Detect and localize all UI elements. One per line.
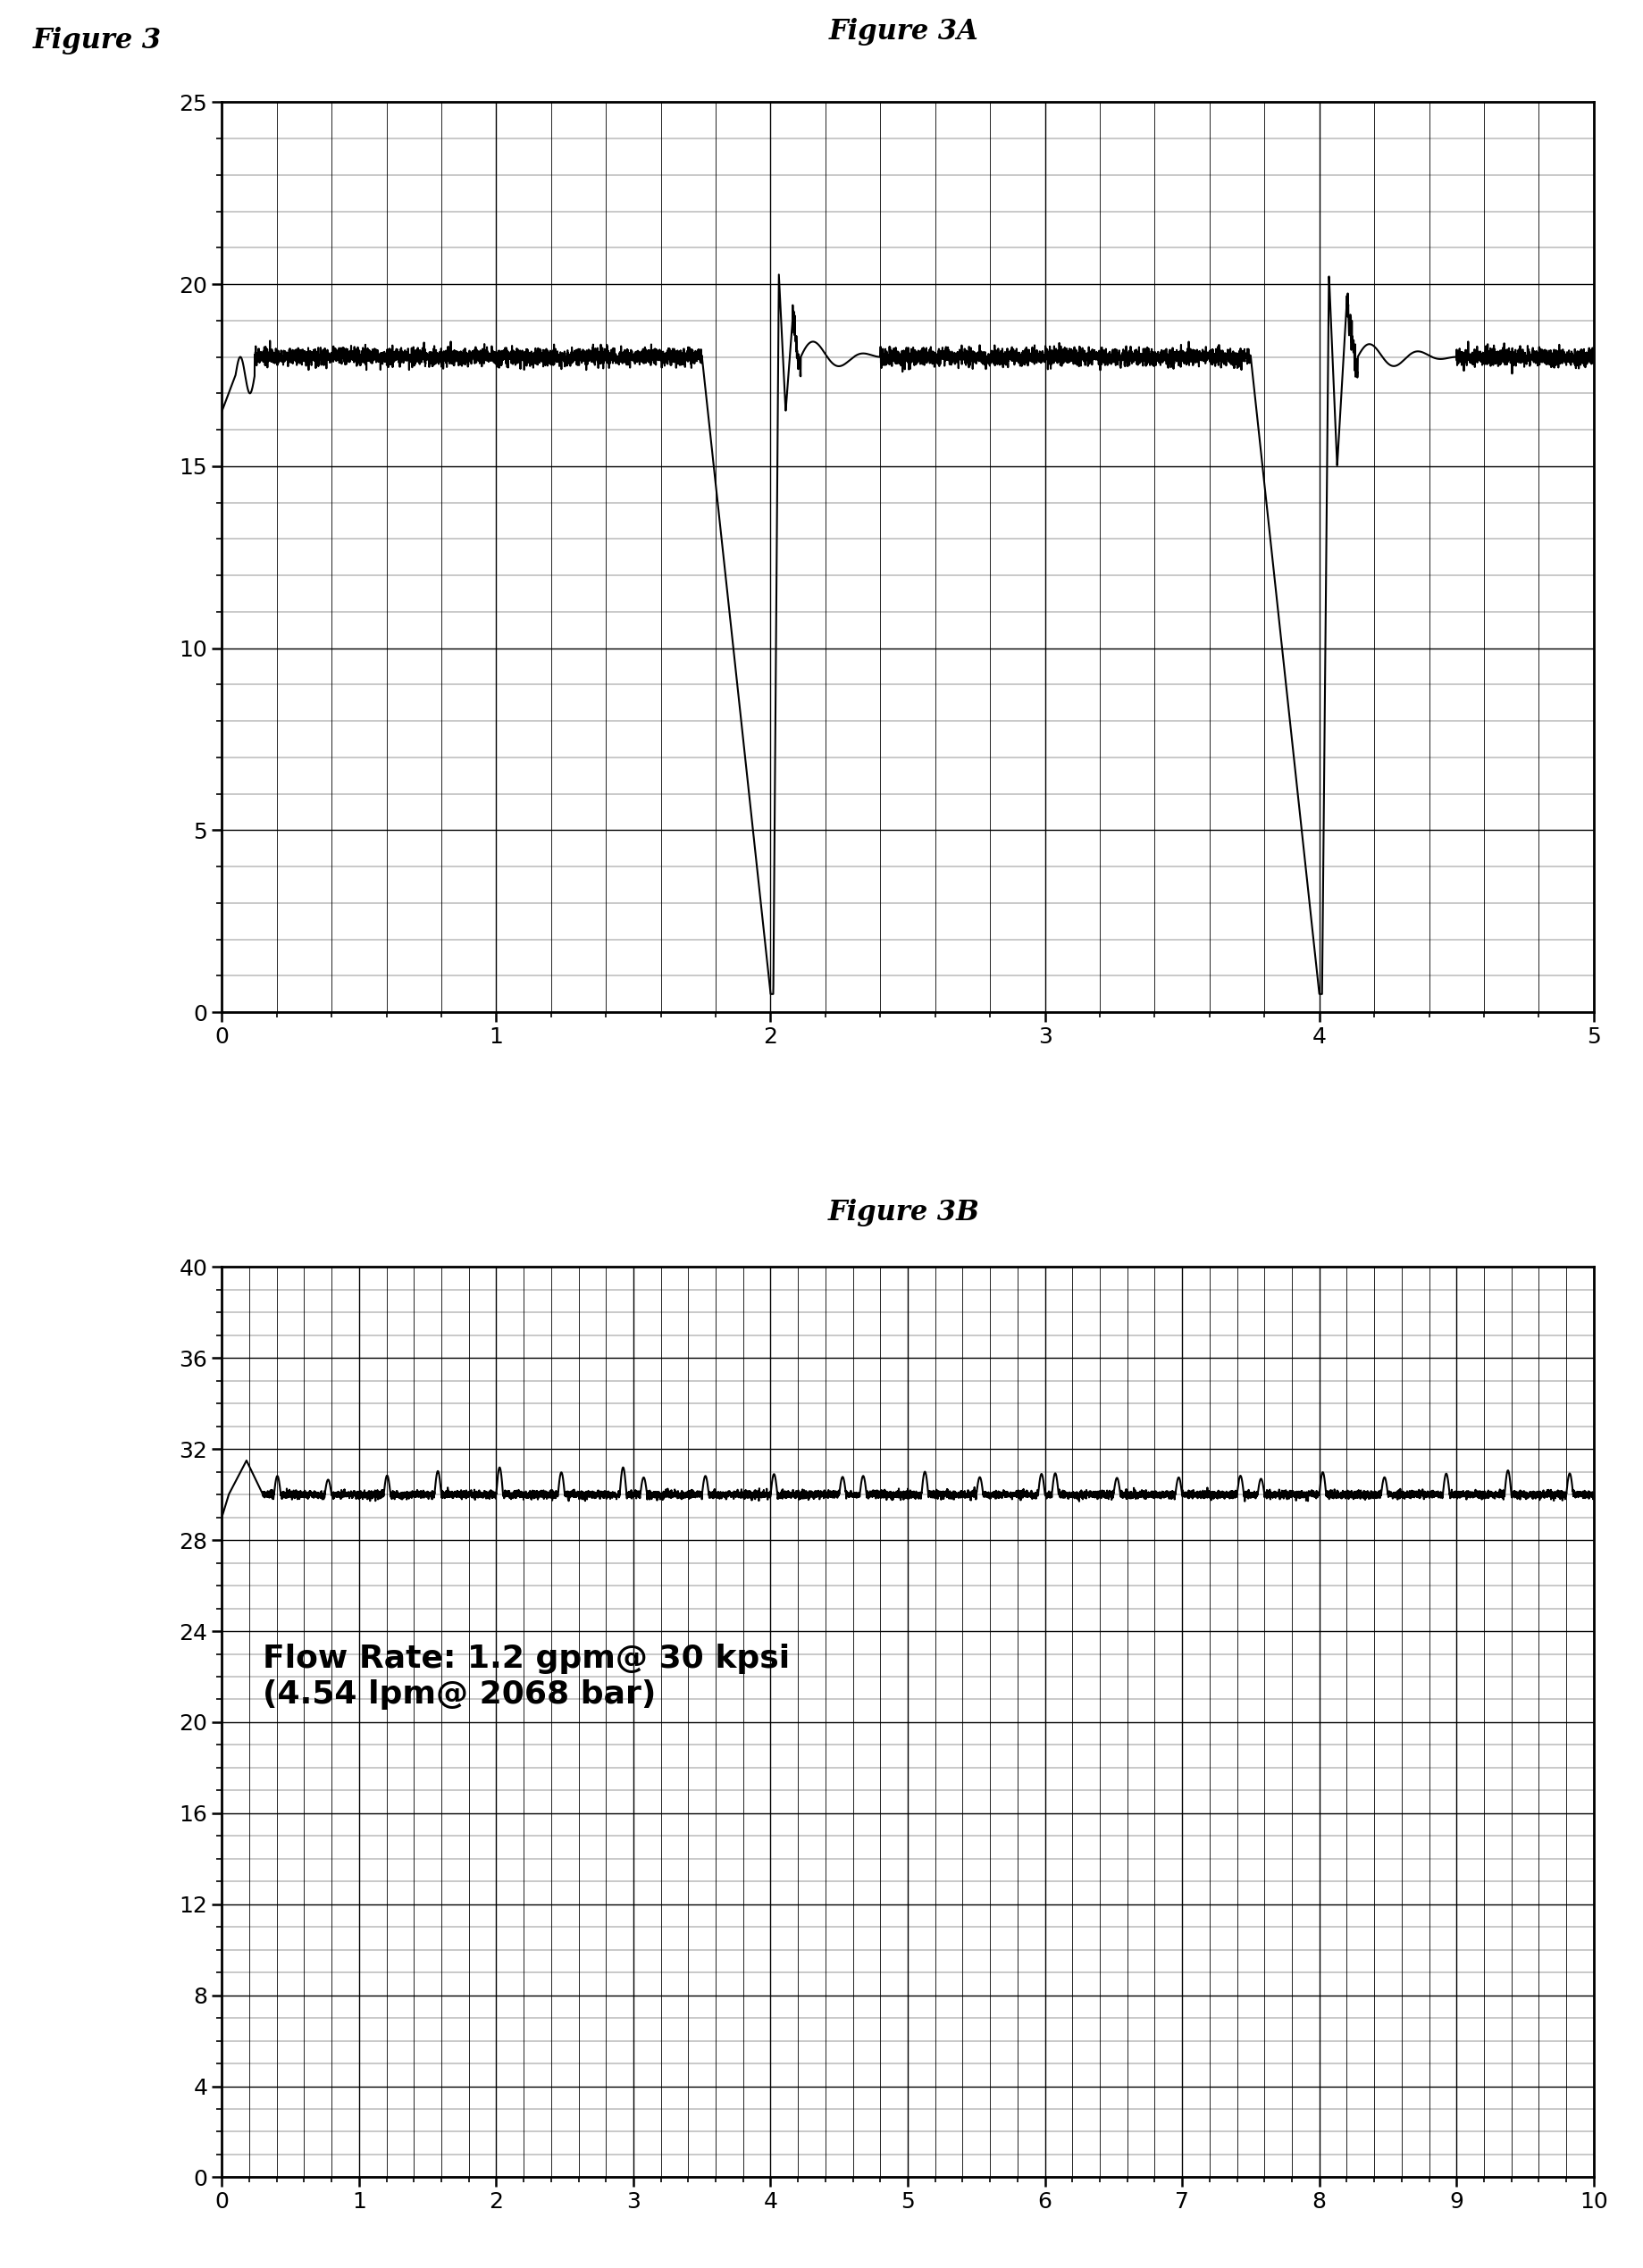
- Text: Figure 3: Figure 3: [33, 27, 161, 54]
- Text: Figure 3A: Figure 3A: [828, 18, 979, 45]
- Text: Flow Rate: 1.2 gpm@ 30 kpsi
(4.54 lpm@ 2068 bar): Flow Rate: 1.2 gpm@ 30 kpsi (4.54 lpm@ 2…: [263, 1644, 790, 1710]
- Text: Figure 3B: Figure 3B: [828, 1198, 979, 1227]
